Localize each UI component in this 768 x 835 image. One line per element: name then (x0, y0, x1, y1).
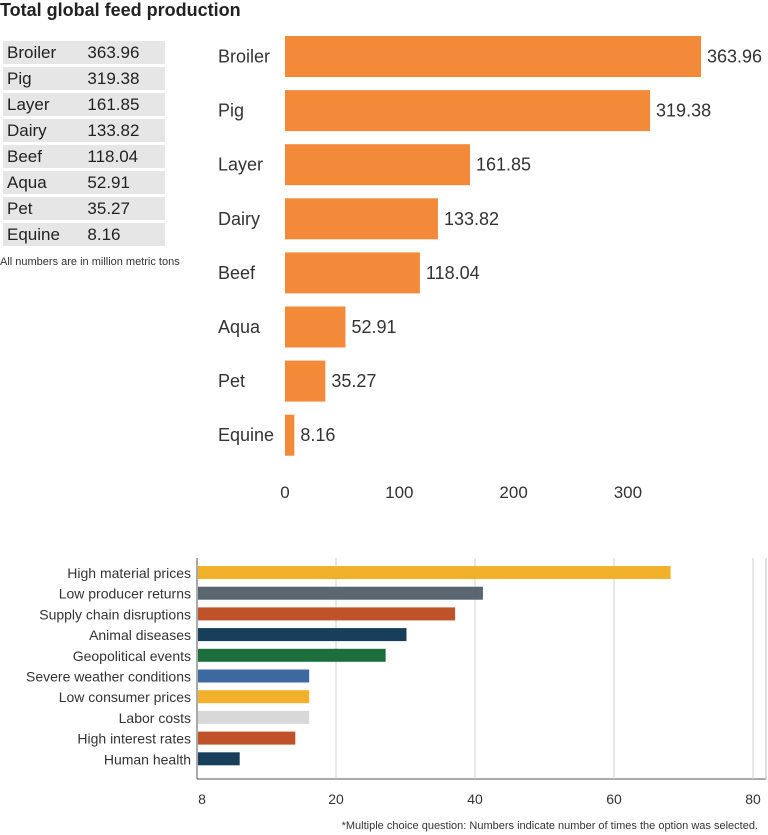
category-label: Beef (218, 263, 256, 283)
data-label: 52.91 (351, 317, 396, 337)
data-label: 161.85 (476, 155, 531, 175)
category-label: Labor costs (119, 710, 191, 726)
category-label: Equine (218, 425, 274, 445)
bar-pig (285, 90, 651, 132)
table-row: Aqua 52.91 (3, 171, 165, 194)
table-row: Dairy 133.82 (3, 119, 165, 142)
bar-equine (285, 414, 295, 456)
category-label: Aqua (218, 317, 261, 337)
table-category: Pig (3, 67, 88, 90)
category-label: Dairy (218, 209, 260, 229)
table-category: Equine (3, 223, 88, 246)
table-value: 319.38 (87, 67, 165, 90)
table-row: Broiler 363.96 (3, 41, 165, 64)
category-label: Pet (218, 371, 245, 391)
table-category: Aqua (3, 171, 88, 194)
table-row: Pig 319.38 (3, 67, 165, 90)
table-value: 133.82 (87, 119, 165, 142)
bar-dairy (285, 198, 438, 240)
table-category: Layer (3, 93, 88, 116)
data-label: 133.82 (444, 209, 499, 229)
bar-broiler (285, 36, 701, 77)
units-note: All numbers are in million metric tons (0, 256, 180, 268)
data-label: 319.38 (656, 101, 711, 121)
bar-layer (285, 144, 470, 186)
category-label: Supply chain disruptions (39, 606, 191, 622)
table-row: Equine 8.16 (3, 223, 165, 246)
feed-production-chart: Broiler 363.96 Pig 319.38 Layer 161.85 Dairy 13… (218, 36, 762, 502)
table-category: Pet (3, 197, 88, 220)
bar-human-health (198, 752, 240, 766)
bar-low-producer-returns (198, 586, 483, 600)
bar-geopolitical-events (198, 648, 386, 662)
category-label: Layer (218, 155, 263, 175)
bar-high-interest-rates (198, 731, 296, 745)
category-label: Geopolitical events (73, 648, 191, 664)
category-label: Severe weather conditions (26, 669, 191, 685)
table-row: Beef 118.04 (3, 145, 165, 168)
x-tick-label: 100 (385, 483, 413, 502)
bar-supply-chain-disruptions (198, 607, 456, 621)
category-label: Animal diseases (89, 627, 191, 643)
table-value: 35.27 (87, 197, 165, 220)
table-value: 52.91 (87, 171, 165, 194)
table-category: Broiler (3, 41, 88, 64)
data-label: 363.96 (707, 47, 762, 67)
data-table: Broiler 363.96 Pig 319.38 Layer 161.85 Dairy 13… (3, 38, 165, 249)
bar-pet (285, 360, 326, 402)
bar-aqua (285, 306, 346, 348)
bar-high-material-prices (198, 566, 671, 579)
data-label: 35.27 (331, 371, 376, 391)
table-value: 161.85 (87, 93, 165, 116)
table-value: 363.96 (87, 41, 165, 64)
footnote: *Multiple choice question: Numbers indic… (341, 820, 758, 832)
category-label: Human health (104, 751, 191, 767)
x-tick-label: 40 (467, 791, 483, 807)
table-category: Dairy (3, 119, 88, 142)
category-label: Low consumer prices (59, 689, 191, 705)
page-title: Total global feed production (0, 0, 241, 20)
data-label: 8.16 (300, 425, 335, 445)
table-value: 118.04 (87, 145, 165, 168)
bar-beef (285, 252, 420, 294)
x-tick-label: 60 (606, 791, 622, 807)
table-category: Beef (3, 145, 88, 168)
category-label: Pig (218, 101, 244, 121)
table-value: 8.16 (87, 223, 165, 246)
category-label: High interest rates (77, 731, 191, 747)
bar-animal-diseases (198, 628, 407, 642)
category-label: Broiler (218, 47, 270, 67)
data-label: 118.04 (426, 263, 480, 283)
table-row: Layer 161.85 (3, 93, 165, 116)
bar-labor-costs (198, 710, 310, 724)
category-label: High material prices (67, 565, 191, 581)
x-tick-label: 0 (280, 483, 289, 502)
x-tick-label: 200 (499, 483, 527, 502)
bar-severe-weather-conditions (198, 669, 310, 683)
x-tick-label: 300 (614, 483, 642, 502)
x-tick-label: 8 (198, 791, 206, 807)
table-row: Pet 35.27 (3, 197, 165, 220)
x-tick-label: 20 (328, 791, 344, 807)
bar-low-consumer-prices (198, 690, 310, 704)
x-tick-label: 80 (745, 791, 761, 807)
category-label: Low producer returns (59, 586, 191, 602)
